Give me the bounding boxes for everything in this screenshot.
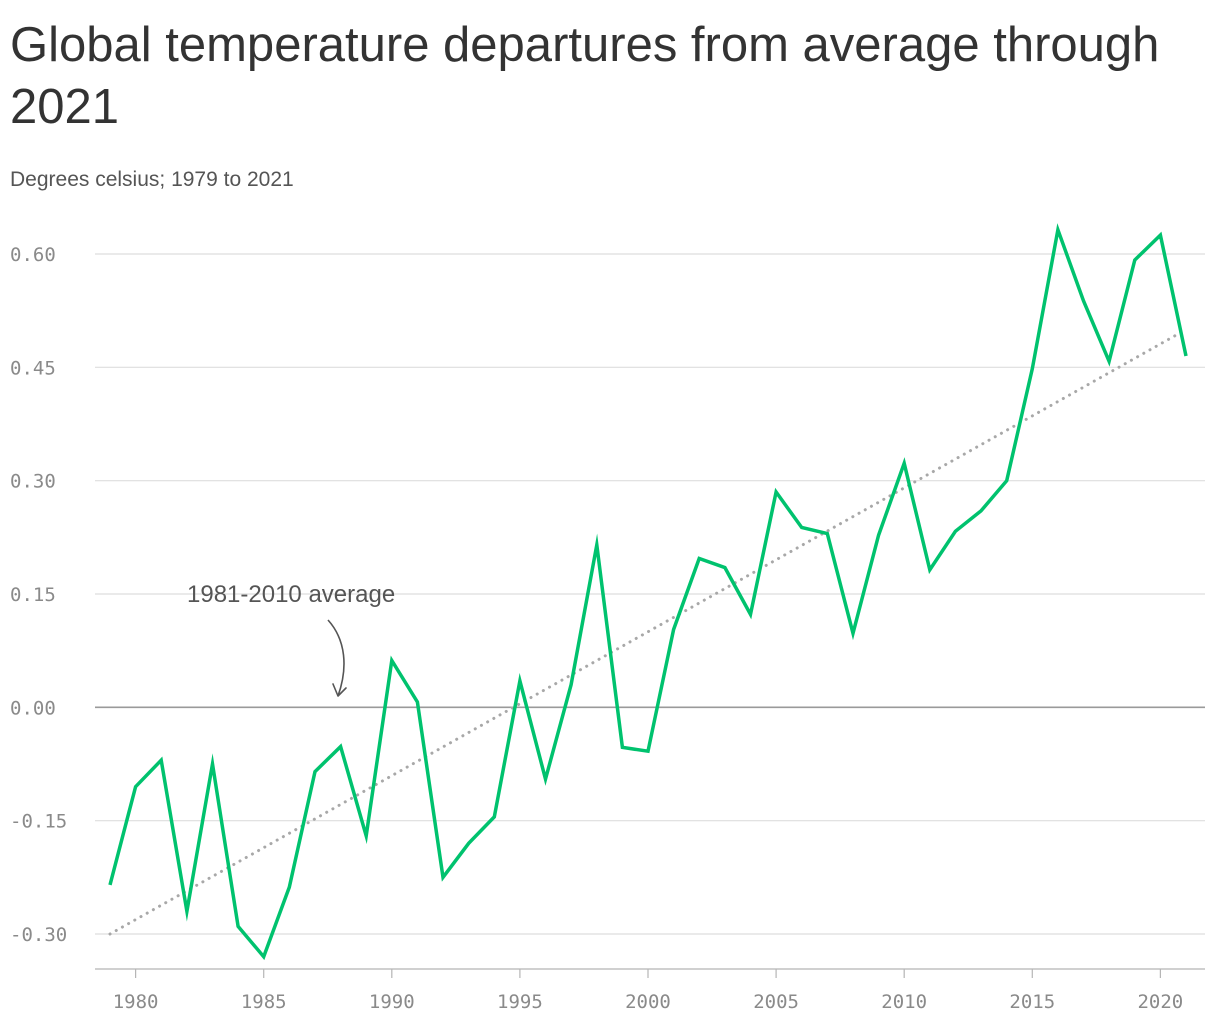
annotation-arrow (327, 619, 345, 697)
y-axis-labels: -0.30 -0.15 0.00 0.15 0.30 0.45 0.60 (10, 244, 67, 946)
series-layer (108, 223, 1188, 961)
annotation-label: 1981-2010 average (187, 581, 395, 608)
x-tick-label: 2015 (1009, 991, 1055, 1013)
y-tick-label: 0.00 (10, 697, 56, 719)
annotation-layer: 1981-2010 average (187, 581, 395, 697)
x-tick-label: 1990 (369, 991, 415, 1013)
trend-layer (108, 328, 1188, 936)
x-tick-label: 1995 (497, 991, 543, 1013)
x-tick-label: 2005 (753, 991, 799, 1013)
y-tick-label: -0.15 (10, 811, 67, 833)
x-tick-label: 2020 (1137, 991, 1183, 1013)
chart-title: Global temperature departures from avera… (10, 18, 1160, 134)
y-tick-label: 0.30 (10, 471, 56, 493)
y-tick-label: -0.30 (10, 924, 67, 946)
y-tick-label: 0.45 (10, 357, 56, 379)
x-tick-label: 1985 (241, 991, 287, 1013)
annotation-arrowhead (332, 683, 347, 697)
x-tick-label: 2000 (625, 991, 671, 1013)
temperature-line (108, 223, 1188, 961)
chart-subtitle: Degrees celsius; 1979 to 2021 (10, 168, 294, 191)
y-tick-label: 0.60 (10, 244, 56, 266)
x-tick-label: 2010 (881, 991, 927, 1013)
x-tick-label: 1980 (113, 991, 159, 1013)
average-trend-line (108, 328, 1188, 936)
x-axis: 1980 1985 1990 1995 2000 2005 2010 2015 2020 (95, 968, 1205, 1013)
gridlines (95, 253, 1205, 935)
y-tick-label: 0.15 (10, 584, 56, 606)
